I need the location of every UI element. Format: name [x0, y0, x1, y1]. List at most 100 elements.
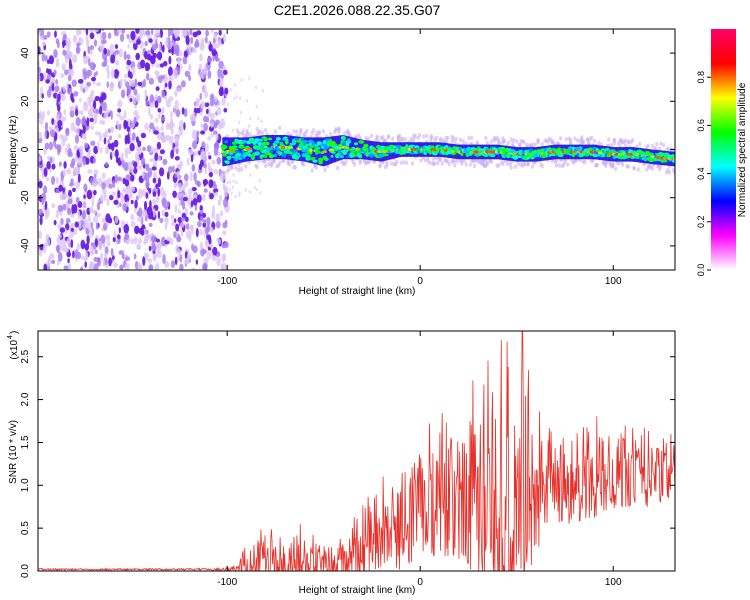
signal-halo-cell — [632, 166, 636, 171]
snr-x-tick-label: 100 — [605, 577, 622, 588]
noise-cell — [41, 41, 46, 47]
noise-cell — [175, 109, 181, 118]
spectrogram-panel: -100 0 100 -40 -20 0 20 40 Height of straight l… — [8, 28, 676, 297]
noise-cell — [99, 147, 103, 154]
signal-halo-cell — [460, 158, 464, 163]
noise-cell — [116, 176, 123, 182]
spectrogram-x-tick-label: -100 — [217, 276, 237, 287]
noise-cell — [257, 116, 260, 121]
signal-halo-cell — [595, 162, 600, 168]
noise-cell — [223, 198, 229, 208]
noise-cell — [94, 249, 98, 255]
noise-cell — [61, 244, 64, 252]
noise-cell — [204, 90, 209, 99]
noise-cell — [238, 193, 241, 198]
noise-cell — [64, 54, 69, 64]
noise-cell — [218, 60, 224, 70]
noise-cell — [159, 167, 165, 177]
noise-cell — [140, 59, 146, 69]
signal-halo-cell — [297, 133, 302, 138]
noise-cell — [238, 120, 241, 125]
signal-core-cell — [351, 146, 356, 151]
noise-cell — [46, 68, 49, 74]
noise-cell — [240, 77, 243, 82]
noise-cell — [124, 179, 130, 187]
noise-cell — [118, 250, 124, 255]
noise-cell — [93, 29, 99, 33]
noise-cell — [56, 245, 60, 254]
noise-cell — [53, 49, 58, 59]
noise-cell — [90, 242, 96, 247]
signal-core-cell — [221, 145, 228, 149]
noise-cell — [67, 198, 73, 205]
noise-cell — [102, 132, 107, 139]
noise-cell — [66, 41, 70, 49]
noise-cell — [206, 234, 211, 240]
noise-cell — [216, 257, 221, 267]
noise-cell — [164, 211, 169, 218]
noise-cell — [141, 170, 145, 179]
signal-halo-cell — [278, 125, 282, 131]
noise-cell — [79, 266, 84, 270]
noise-cell — [220, 266, 225, 270]
snr-scale-label: (x10 4 ) — [7, 331, 20, 360]
noise-cell — [48, 126, 53, 131]
noise-cell — [148, 222, 153, 228]
noise-cell — [154, 117, 159, 123]
noise-cell — [138, 237, 142, 245]
noise-cell — [124, 147, 130, 155]
noise-cell — [207, 151, 211, 157]
noise-cell — [54, 30, 57, 38]
noise-cell — [62, 40, 67, 46]
signal-core-cell — [238, 145, 245, 149]
noise-cell — [113, 139, 119, 148]
signal-halo-cell — [314, 165, 319, 170]
noise-cell — [129, 186, 133, 194]
noise-cell — [201, 141, 206, 149]
noise-cell — [91, 76, 96, 82]
noise-cell — [106, 81, 110, 88]
noise-cell — [93, 256, 99, 262]
noise-cell — [38, 117, 44, 125]
noise-cell — [126, 33, 130, 39]
noise-cell — [150, 56, 156, 65]
signal-halo-cell — [530, 142, 535, 147]
signal-halo-cell — [592, 138, 597, 144]
signal-peak-cell — [345, 146, 350, 150]
signal-halo-cell — [410, 161, 415, 166]
noise-cell — [38, 208, 43, 216]
noise-cell — [58, 184, 64, 192]
noise-cell — [154, 70, 160, 75]
noise-cell — [107, 32, 112, 39]
noise-cell — [72, 187, 76, 192]
noise-cell — [233, 83, 237, 87]
signal-band-cell — [268, 135, 272, 160]
noise-cell — [218, 238, 221, 245]
noise-cell — [164, 261, 170, 268]
signal-core-cell — [264, 141, 270, 146]
noise-cell — [135, 195, 139, 201]
noise-cell — [59, 227, 66, 233]
signal-halo-cell — [509, 137, 513, 142]
noise-cell — [168, 80, 172, 90]
noise-cell — [181, 29, 185, 38]
noise-cell — [134, 78, 138, 88]
noise-cell — [194, 42, 200, 48]
noise-cell — [38, 156, 42, 162]
signal-halo-cell — [533, 142, 537, 147]
signal-core-cell — [264, 155, 268, 159]
noise-cell — [109, 135, 112, 141]
noise-cell — [101, 182, 106, 190]
signal-core-cell — [402, 151, 406, 155]
noise-cell — [55, 176, 59, 185]
signal-core-cell — [358, 153, 363, 159]
noise-cell — [136, 38, 141, 45]
noise-cell — [140, 157, 146, 166]
signal-halo-cell — [432, 156, 436, 162]
noise-cell — [162, 158, 168, 166]
noise-cell — [172, 165, 175, 173]
signal-halo-cell — [278, 160, 282, 166]
noise-cell — [148, 77, 155, 85]
signal-halo-cell — [662, 142, 666, 148]
signal-halo-cell — [323, 167, 327, 173]
